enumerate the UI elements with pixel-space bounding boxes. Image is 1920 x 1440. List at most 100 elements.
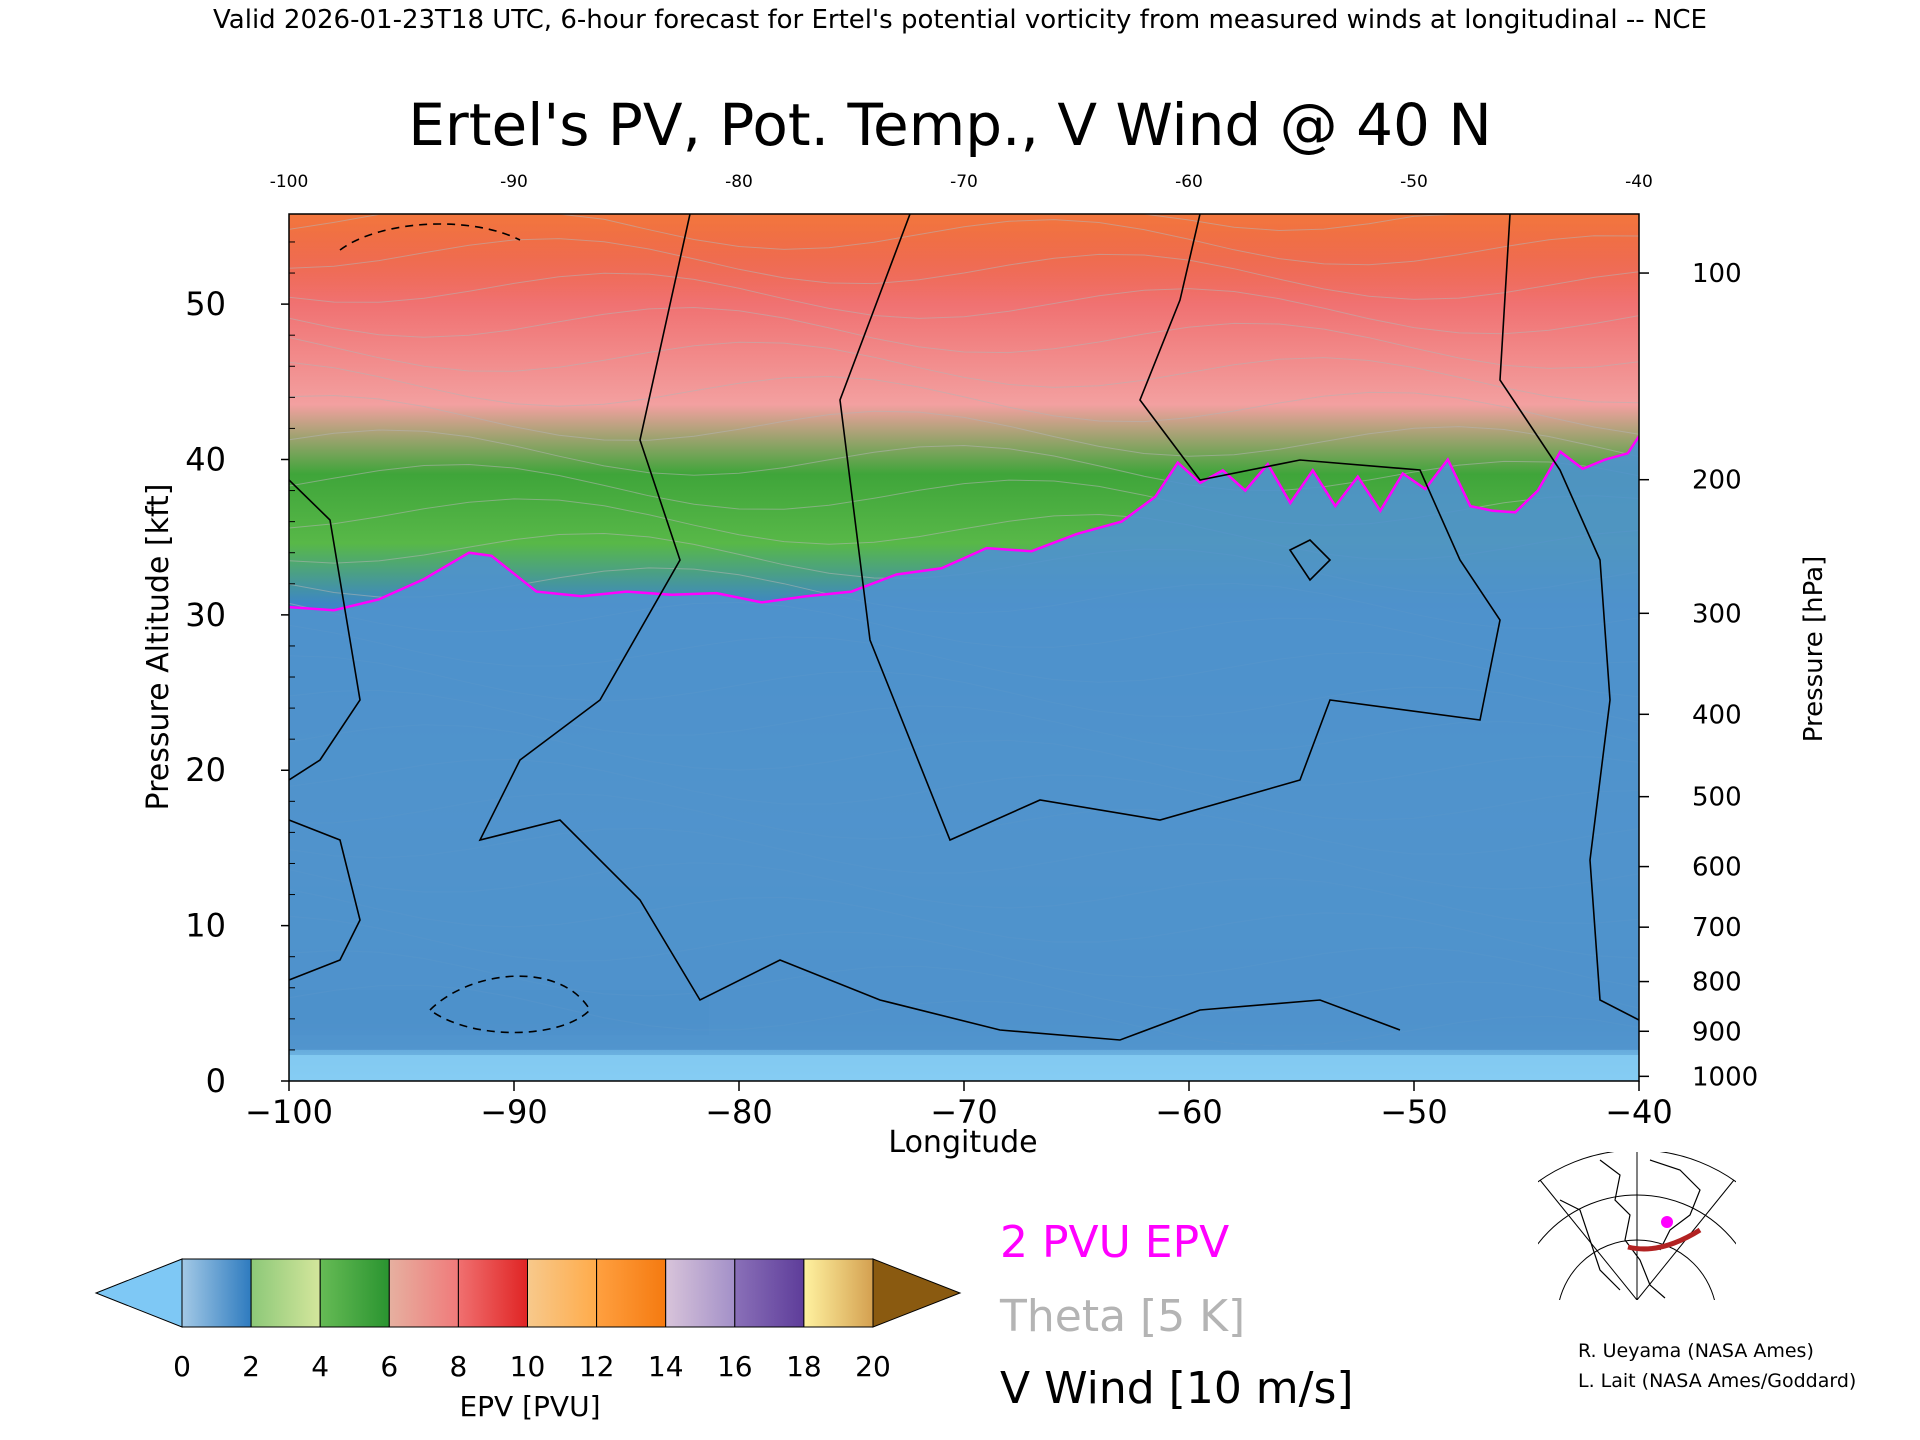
pressure-tick-label: 900 — [1692, 1017, 1742, 1047]
surface-light-layer — [289, 1055, 1639, 1081]
colorbar-tick-label: 4 — [311, 1350, 329, 1383]
colorbar-label: EPV [PVU] — [459, 1390, 600, 1423]
theta-isentrope — [289, 337, 1639, 404]
theta-isentrope — [289, 306, 1639, 369]
colorbar-bin — [388, 1258, 459, 1328]
x-tick-label: −80 — [705, 1093, 773, 1131]
colorbar-bin — [665, 1258, 736, 1328]
plot-area — [289, 214, 1639, 1081]
y-tick-label: 30 — [185, 596, 226, 634]
x-tick-label: −40 — [1605, 1093, 1673, 1131]
top-tick-label: -90 — [500, 172, 528, 192]
colorbar-tick-label: 12 — [579, 1350, 615, 1383]
chart-title: Ertel's PV, Pot. Temp., V Wind @ 40 N — [408, 91, 1491, 159]
theta-isentrope — [289, 272, 1639, 335]
theta-isentrope — [289, 361, 1639, 435]
top-tick-label: -100 — [270, 172, 309, 192]
colorbar-bin — [181, 1258, 252, 1328]
y-tick-label: 50 — [185, 285, 226, 323]
legend-theta-label: Theta [5 K] — [999, 1291, 1245, 1342]
top-tick-label: -70 — [950, 172, 978, 192]
pressure-tick-label: 200 — [1692, 466, 1742, 496]
credit-line-1: R. Ueyama (NASA Ames) — [1578, 1340, 1814, 1362]
v-wind-upper-dashed-contour — [339, 223, 521, 251]
legend-wind-label: V Wind [10 m/s] — [1000, 1363, 1354, 1414]
legend-pv-label: 2 PVU EPV — [1000, 1217, 1229, 1268]
x-tick-label: −50 — [1380, 1093, 1448, 1131]
map-coastline — [1559, 1159, 1701, 1299]
header-text: Valid 2026-01-23T18 UTC, 6-hour forecast… — [213, 5, 1707, 35]
theta-isentrope — [289, 429, 1639, 492]
top-axis: -100 -90 -80 -70 -60 -50 -40 — [270, 172, 1653, 192]
y-axis-right: 100 200 300 400 500 600 700 800 900 1000 — [1639, 259, 1758, 1092]
colorbar-bin — [457, 1258, 528, 1328]
theta-isentrope — [289, 214, 1639, 232]
colorbar-tick-label: 2 — [242, 1350, 260, 1383]
colorbar-tick-label: 16 — [717, 1350, 753, 1383]
pressure-tick-label: 800 — [1692, 968, 1742, 998]
y-tick-label: 20 — [185, 751, 226, 789]
y-axis-label-left: Pressure Altitude [kft] — [141, 484, 176, 811]
colorbar-bin — [527, 1258, 598, 1328]
colorbar-bin — [803, 1258, 874, 1328]
map-section-path — [1627, 1227, 1702, 1252]
credit-line-2: L. Lait (NASA Ames/Goddard) — [1578, 1370, 1856, 1392]
colorbar-tick-label: 18 — [786, 1350, 822, 1383]
y-tick-label: 0 — [206, 1062, 226, 1100]
pressure-tick-label: 1000 — [1692, 1062, 1758, 1092]
colorbar — [94, 1258, 962, 1328]
colorbar-tick-label: 8 — [449, 1350, 467, 1383]
colorbar-under-arrow — [94, 1258, 183, 1328]
x-tick-label: −100 — [245, 1093, 333, 1131]
top-tick-label: -40 — [1625, 172, 1653, 192]
x-axis-label: Longitude — [888, 1125, 1037, 1160]
colorbar-ticks: 0 2 4 6 8 10 12 14 16 18 20 — [173, 1350, 891, 1383]
y-axis-left: 0 10 20 30 40 50 — [185, 241, 295, 1100]
v-wind-negative-cell — [428, 975, 592, 1034]
y-tick-label: 40 — [185, 440, 226, 478]
v-wind-eastern-contour — [1499, 214, 1639, 1021]
colorbar-over-arrow — [872, 1258, 962, 1328]
x-tick-label: −60 — [1155, 1093, 1223, 1131]
troposphere-fill — [289, 436, 1639, 1050]
colorbar-tick-label: 10 — [510, 1350, 546, 1383]
top-tick-label: -60 — [1175, 172, 1203, 192]
pressure-tick-label: 500 — [1692, 783, 1742, 813]
pressure-tick-label: 100 — [1692, 259, 1742, 289]
v-wind-lower-west-contour — [289, 819, 361, 981]
theta-isentrope — [289, 238, 1639, 300]
legend: 2 PVU EPV Theta [5 K] V Wind [10 m/s] — [999, 1217, 1354, 1414]
theta-isentrope — [289, 214, 1639, 266]
v-wind-contours — [289, 214, 1639, 1041]
tropopause-2pvu-line — [289, 435, 1639, 612]
colorbar-tick-label: 0 — [173, 1350, 191, 1383]
x-tick-label: −70 — [930, 1093, 998, 1131]
inset-map — [1538, 1152, 1736, 1300]
v-wind-ten-contour — [839, 214, 1501, 842]
y-axis-label-right: Pressure [hPa] — [1799, 556, 1829, 743]
top-tick-label: -80 — [725, 172, 753, 192]
top-tick-label: -50 — [1400, 172, 1428, 192]
pressure-tick-label: 400 — [1692, 700, 1742, 730]
v-wind-zero-contour — [478, 214, 1401, 1041]
x-axis: −100 −90 −80 −70 −60 −50 −40 — [245, 1081, 1673, 1131]
colorbar-tick-label: 14 — [648, 1350, 684, 1383]
v-wind-small-cell — [1288, 539, 1332, 582]
colorbar-bin — [250, 1258, 321, 1328]
colorbar-bin — [596, 1258, 667, 1328]
colorbar-tick-label: 6 — [380, 1350, 398, 1383]
y-tick-label: 10 — [185, 907, 226, 945]
x-tick-label: −90 — [480, 1093, 548, 1131]
pressure-tick-label: 600 — [1692, 853, 1742, 883]
map-meridian — [1539, 1179, 1638, 1300]
pressure-tick-label: 700 — [1692, 913, 1742, 943]
colorbar-bin — [319, 1258, 390, 1328]
upper-orange-band — [289, 214, 1639, 304]
map-location-marker — [1661, 1216, 1673, 1228]
colorbar-bin — [734, 1258, 805, 1328]
colorbar-tick-label: 20 — [855, 1350, 891, 1383]
theta-isentrope — [289, 394, 1639, 458]
v-wind-western-contour — [289, 479, 361, 781]
pressure-tick-label: 300 — [1692, 599, 1742, 629]
